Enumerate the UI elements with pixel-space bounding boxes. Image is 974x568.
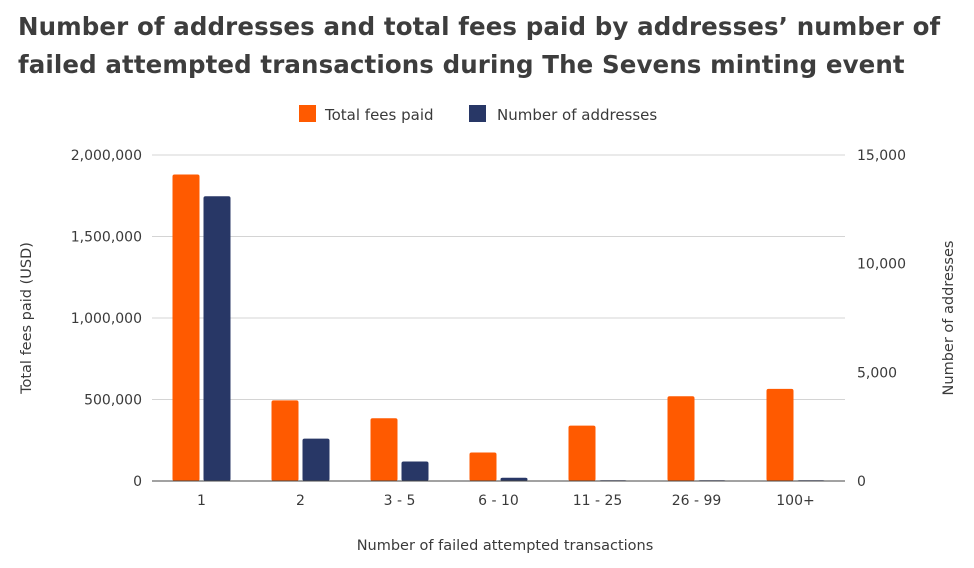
bar-total-fees bbox=[271, 400, 299, 481]
x-tick-label: 100+ bbox=[776, 493, 814, 509]
left-tick-label: 500,000 bbox=[84, 393, 142, 409]
x-tick-label: 1 bbox=[197, 493, 206, 509]
x-tick-label: 11 - 25 bbox=[573, 493, 623, 509]
bar-total-fees bbox=[667, 396, 695, 481]
left-tick-label: 1,500,000 bbox=[71, 230, 142, 246]
y-axis-label-right: Number of addresses bbox=[941, 241, 957, 396]
bars bbox=[172, 174, 825, 481]
bar-total-fees bbox=[370, 418, 398, 481]
left-tick-label: 1,000,000 bbox=[71, 311, 142, 327]
grid-lines bbox=[152, 154, 845, 400]
right-tick-label: 5,000 bbox=[857, 365, 897, 381]
right-tick-label: 10,000 bbox=[857, 257, 906, 273]
bar-total-fees bbox=[469, 452, 497, 481]
x-axis-ticks: 1 2 3 - 5 6 - 10 11 - 25 26 - 99 100+ bbox=[197, 493, 815, 509]
x-axis-label: Number of failed attempted transactions bbox=[357, 538, 654, 554]
right-tick-label: 0 bbox=[857, 474, 866, 490]
x-tick-label: 2 bbox=[296, 493, 305, 509]
bar-number-of-addresses bbox=[401, 461, 429, 481]
left-axis-ticks: 0 500,000 1,000,000 1,500,000 2,000,000 bbox=[71, 148, 142, 490]
right-tick-label: 15,000 bbox=[857, 148, 906, 164]
legend-swatch-fees bbox=[299, 105, 316, 122]
bar-number-of-addresses bbox=[500, 477, 528, 481]
right-axis-ticks: 0 5,000 10,000 15,000 bbox=[857, 148, 906, 490]
x-tick-label: 26 - 99 bbox=[672, 493, 722, 509]
y-axis-label-left: Total fees paid (USD) bbox=[19, 242, 35, 395]
legend-swatch-addresses bbox=[469, 105, 486, 122]
bar-number-of-addresses bbox=[302, 438, 330, 481]
x-tick-label: 6 - 10 bbox=[478, 493, 519, 509]
left-tick-label: 2,000,000 bbox=[71, 148, 142, 164]
bar-total-fees bbox=[766, 388, 794, 481]
bar-total-fees bbox=[568, 425, 596, 481]
bar-number-of-addresses bbox=[203, 196, 231, 481]
legend-label-addresses: Number of addresses bbox=[497, 106, 657, 124]
left-tick-label: 0 bbox=[133, 474, 142, 490]
legend-label-fees: Total fees paid bbox=[324, 106, 434, 124]
chart-title: Number of addresses and total fees paid … bbox=[18, 12, 941, 79]
bar-total-fees bbox=[172, 174, 200, 481]
x-tick-label: 3 - 5 bbox=[384, 493, 416, 509]
legend: Total fees paid Number of addresses bbox=[299, 105, 657, 124]
